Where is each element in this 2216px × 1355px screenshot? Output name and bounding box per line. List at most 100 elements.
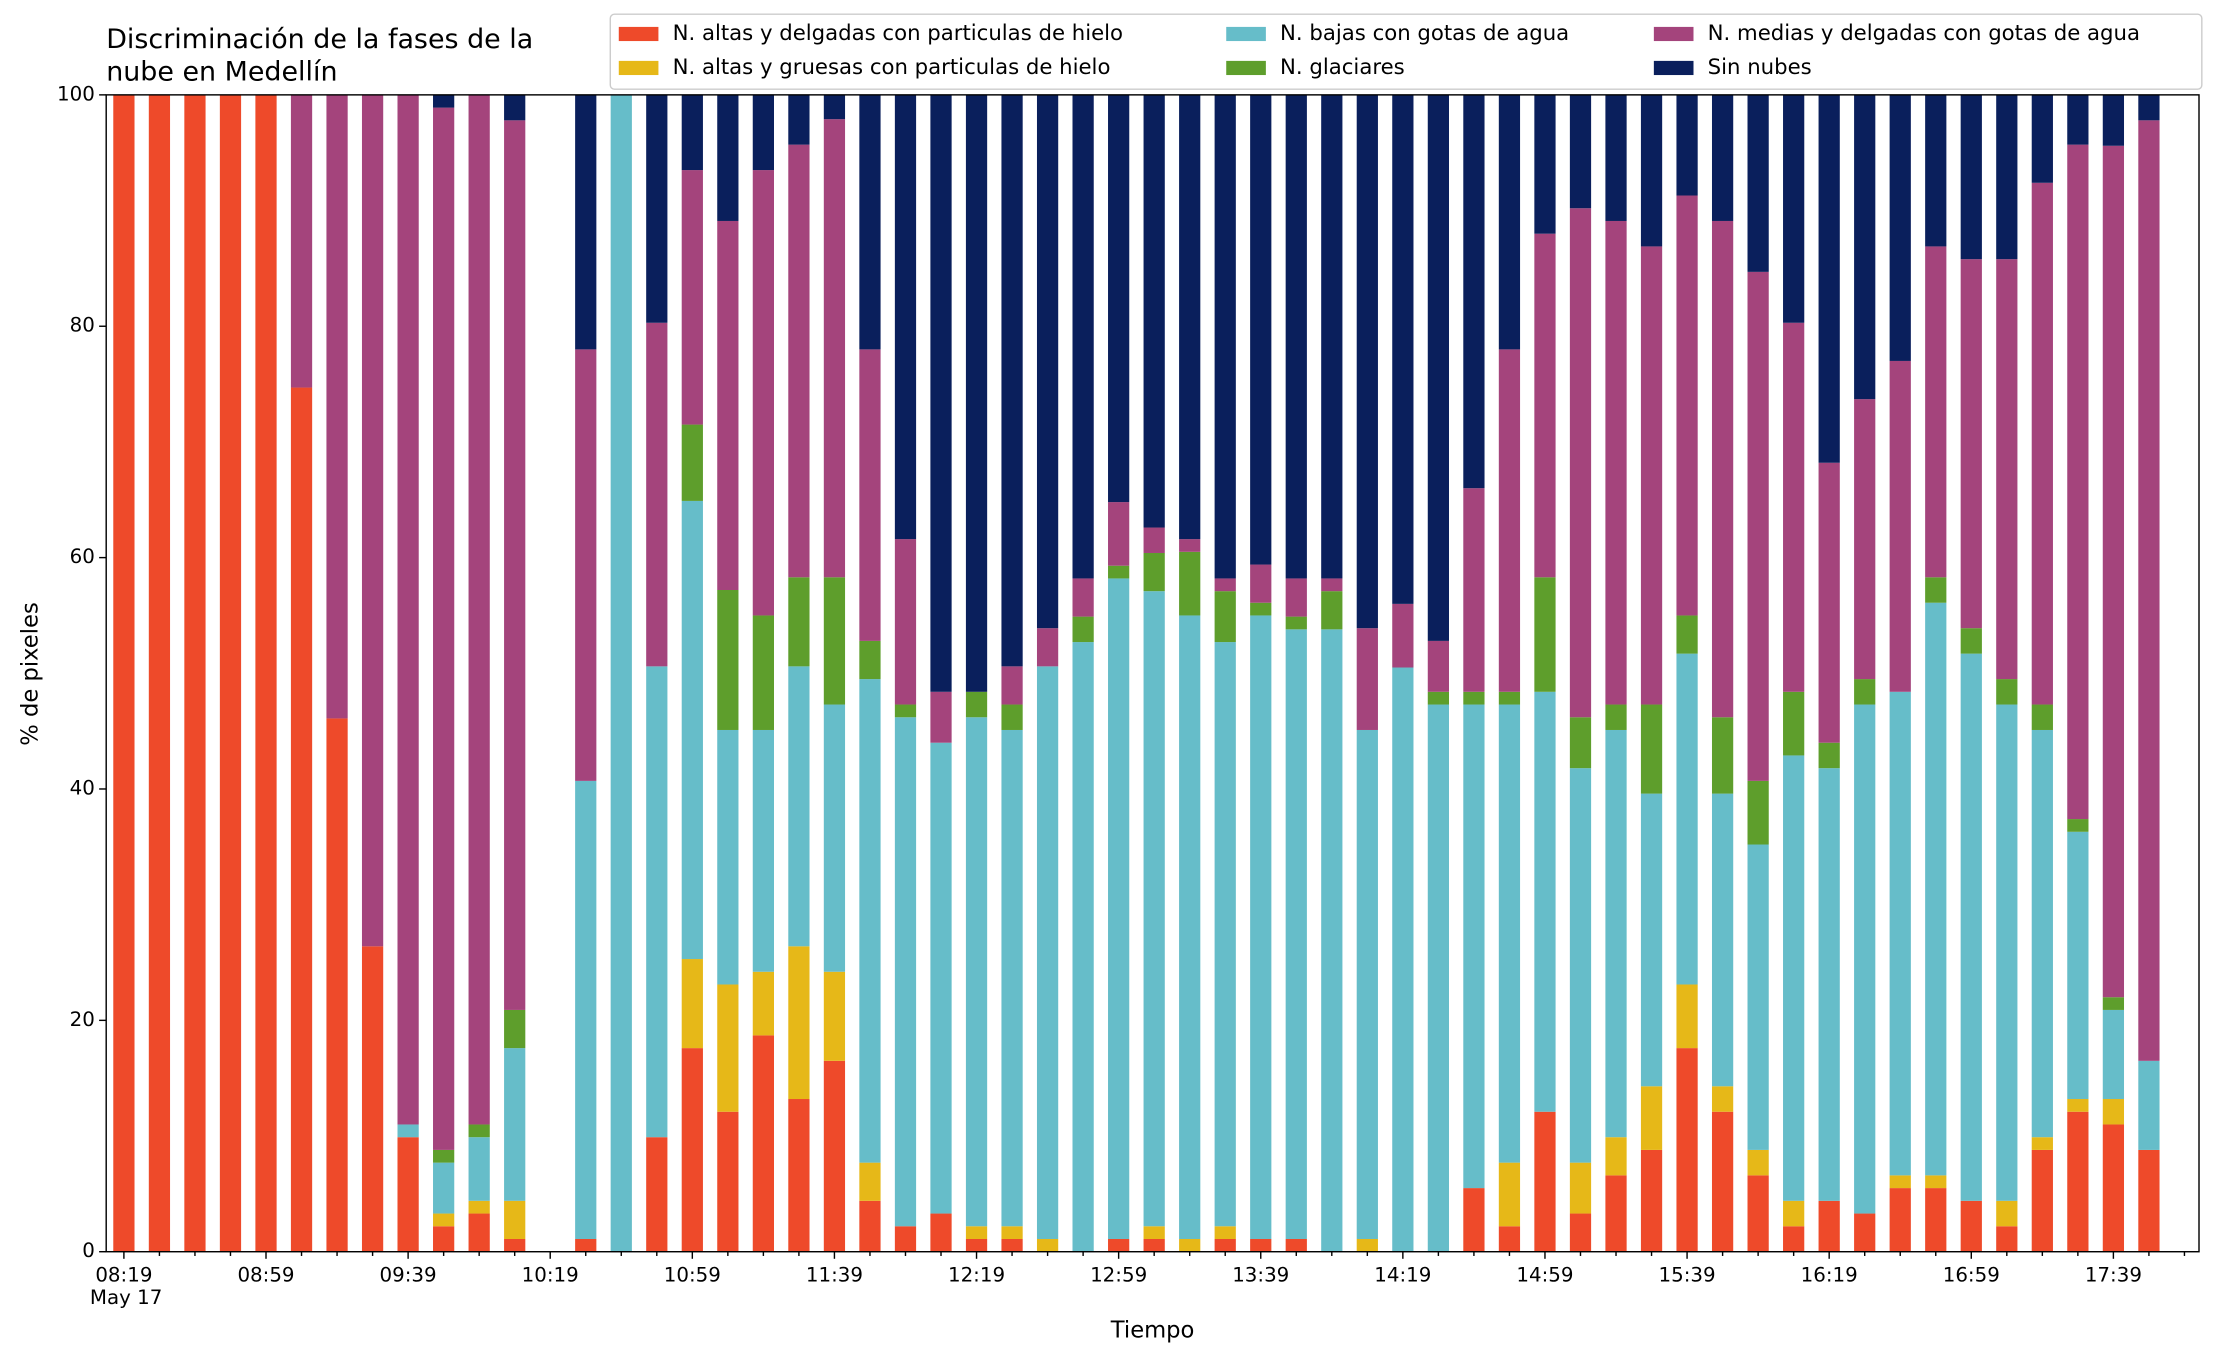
legend-swatch [618,26,659,42]
bar-segment [1534,1111,1556,1252]
bar-segment [1534,577,1556,692]
bar-segment [752,729,774,972]
bar-segment [504,94,526,121]
x-tick-label: 12:19 [948,1263,1005,1286]
bar-segment [2138,1060,2160,1150]
bar-segment [1605,729,1627,1138]
bar-segment [646,322,668,667]
x-tick-label: 17:39 [2085,1263,2142,1286]
bar-segment [1605,1137,1627,1176]
bar-segment [823,704,846,972]
bar-segment [433,107,455,1150]
bar-segment [326,94,348,719]
bar-segment [575,94,597,350]
bar-segment [1783,1200,1805,1227]
bar-segment [468,1200,490,1214]
bar-segment [2102,145,2125,998]
legend-swatch [1653,26,1694,42]
bar-segment [1463,704,1485,1189]
bar-segment [1818,1200,1840,1252]
bar-segment [1179,615,1201,1239]
bar-segment [575,349,597,781]
bar-segment [326,718,348,1252]
chart-title: Discriminación de la fases de la nube en… [106,24,534,88]
bar-segment [717,590,739,730]
bar-segment [752,971,774,1036]
y-axis-label: % de pixeles [18,602,44,746]
bar-segment [681,959,703,1049]
bar-segment [1996,1200,2018,1227]
bar-segment [2031,1149,2053,1252]
bar-segment [1925,577,1947,603]
bar-segment [1427,640,1450,692]
bar-segment [1925,246,1947,578]
legend-label: N. altas y gruesas con particulas de hie… [673,55,1111,80]
bar-segment [1996,679,2018,705]
bar-segment [1996,1226,2018,1252]
bar-segment [1179,551,1201,616]
bar-segment [1392,667,1414,1252]
bar-segment [1001,729,1023,1227]
x-tick-label: 14:19 [1374,1263,1431,1286]
y-tick-label: 40 [70,776,95,799]
bar-segment [1108,578,1130,1239]
bar-segment [965,717,988,1227]
bar-segment [1569,208,1592,718]
bar-segment [1818,742,1840,769]
bar-segment [1960,653,1982,1201]
bar-segment [1214,578,1236,592]
bar-segment [1001,704,1023,730]
legend-label: N. altas y delgadas con particulas de hi… [673,21,1123,46]
bar-segment [1108,502,1130,566]
bar-segment [646,94,668,323]
bar-segment [1676,615,1698,654]
bar-segment [433,1149,455,1163]
bar-segment [1889,360,1911,692]
bar-segment [1498,691,1521,705]
bar-segment [504,1048,526,1201]
bar-segment [646,666,668,1138]
bar-segment [1569,1162,1592,1214]
bar-segment [1783,94,1805,323]
bar-segment [1534,233,1556,578]
y-tick-label: 0 [82,1239,95,1262]
bar-segment [1427,704,1450,1252]
bar-segment [1960,1200,1982,1252]
bar-segment [433,1226,455,1252]
bar-segment [1854,704,1876,1214]
bar-segment [1143,527,1165,553]
bar-segment [1498,704,1521,1163]
bar-segment [290,387,313,1252]
bar-segment [1143,1226,1165,1239]
bar-segment [1747,780,1769,845]
legend-swatch [1653,60,1694,76]
bar-segment [1925,602,1947,1176]
bar-segment [1108,94,1130,503]
bar-segment [1640,1086,1663,1150]
bar-segment [2067,831,2089,1100]
x-tick-label: 15:39 [1659,1263,1716,1286]
bar-segment [468,94,490,1125]
bar-segment [1321,591,1343,630]
x-tick-label: 11:39 [806,1263,863,1286]
bar-segment [1676,195,1698,616]
bar-segment [504,1200,526,1239]
bar-segment [219,94,242,1252]
bar-segment [823,94,846,120]
bar-segment [1285,629,1307,1239]
bar-segment [148,94,171,1252]
bar-segment [1640,94,1663,247]
bar-segment [681,500,703,960]
x-tick-sublabel: May 17 [90,1286,162,1309]
bar-segment [717,984,739,1112]
bar-segment [859,679,881,1163]
bar-segment [1711,1086,1734,1112]
bar-segment [1996,259,2018,680]
bar-segment [2102,94,2125,146]
bar-segment [1001,1238,1023,1252]
legend-label: N. glaciares [1280,55,1405,80]
x-tick-label: 10:19 [522,1263,579,1286]
bar-segment [823,971,846,1061]
